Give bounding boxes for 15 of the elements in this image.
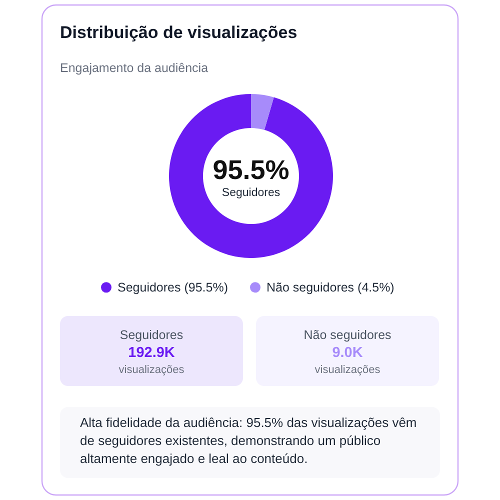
text: Seguidores [120, 328, 184, 342]
chart-title: Distribuição de visualizações [60, 23, 298, 42]
text: Alta fidelidade da audiência: 95.5% das visualizações vêm de seguidores existentes, demonstrando um público altamente engajado e leal ao conteúdo. [80, 415, 417, 466]
text: 95.5% [212, 155, 290, 185]
text: 192.9K [128, 345, 176, 361]
text: visualizações [118, 364, 185, 376]
donut-slice [169, 94, 333, 258]
text: visualizações [314, 364, 381, 376]
legend-label: Seguidores (95.5%) [118, 280, 228, 294]
text: Seguidores [222, 187, 280, 199]
chart-subtitle: Engajamento da audiência [60, 61, 208, 75]
donut-slice [251, 94, 274, 130]
text: 9.0K [332, 345, 364, 361]
text: Não seguidores [304, 328, 392, 342]
legend-label: Não seguidores (4.5%) [266, 280, 394, 294]
